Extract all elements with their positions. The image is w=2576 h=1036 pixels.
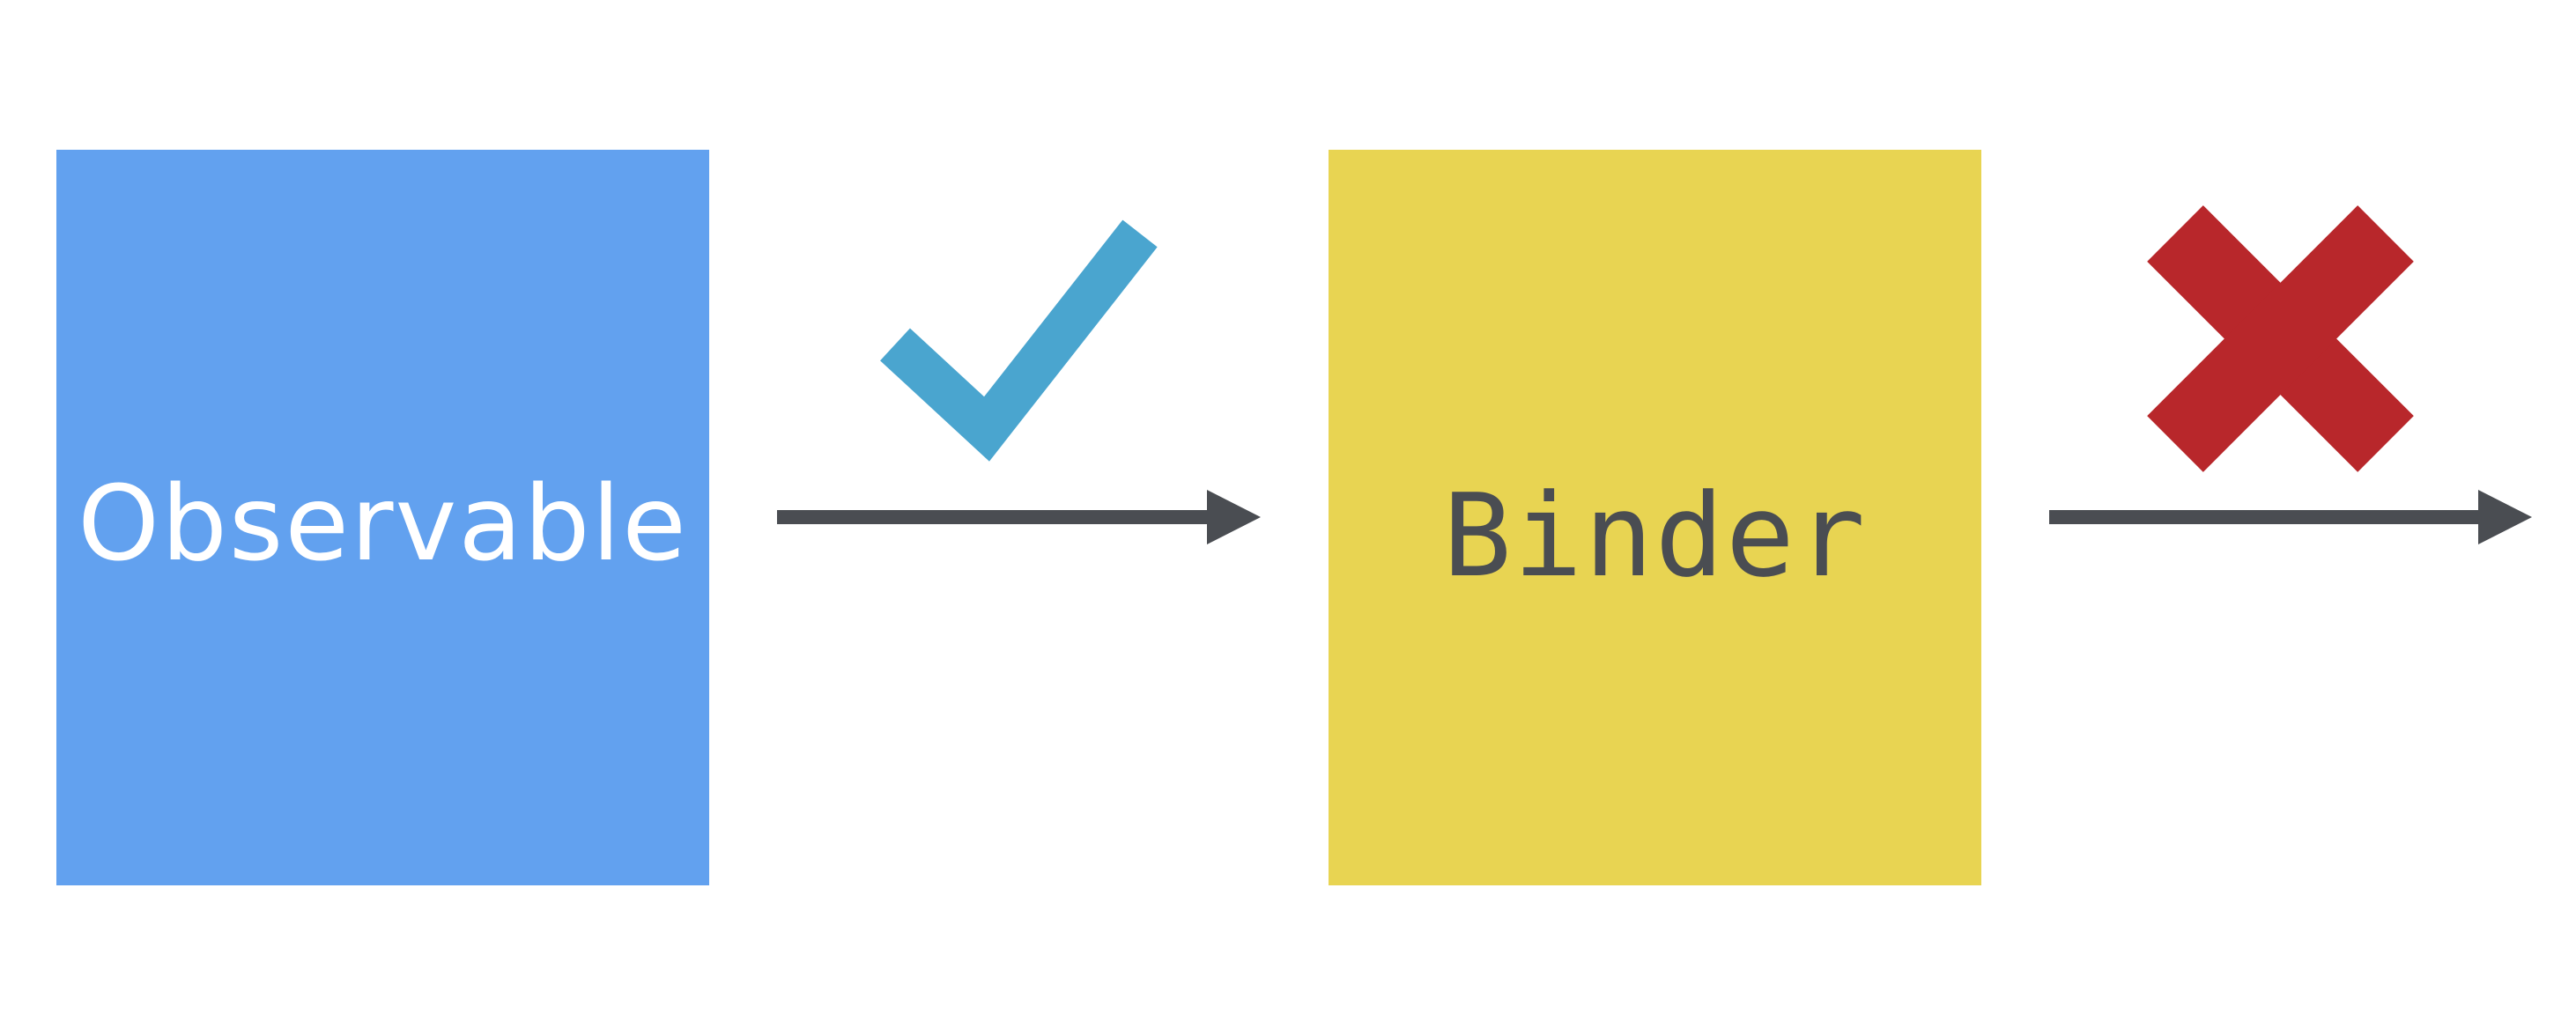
observable-label: Observable (78, 462, 688, 584)
observable-box: Observable (56, 150, 709, 885)
arrow-shaft (777, 510, 1210, 524)
arrow-observable-to-binder (777, 490, 1261, 544)
binder-box: Binder (1329, 150, 1981, 885)
arrow-head (1207, 490, 1261, 544)
arrow-shaft (2049, 510, 2483, 524)
arrow-head (2478, 490, 2532, 544)
arrow-binder-outward (2049, 490, 2532, 544)
cross-icon (2147, 205, 2414, 472)
checkmark-icon (880, 219, 1158, 462)
binder-label: Binder (1442, 468, 1868, 603)
